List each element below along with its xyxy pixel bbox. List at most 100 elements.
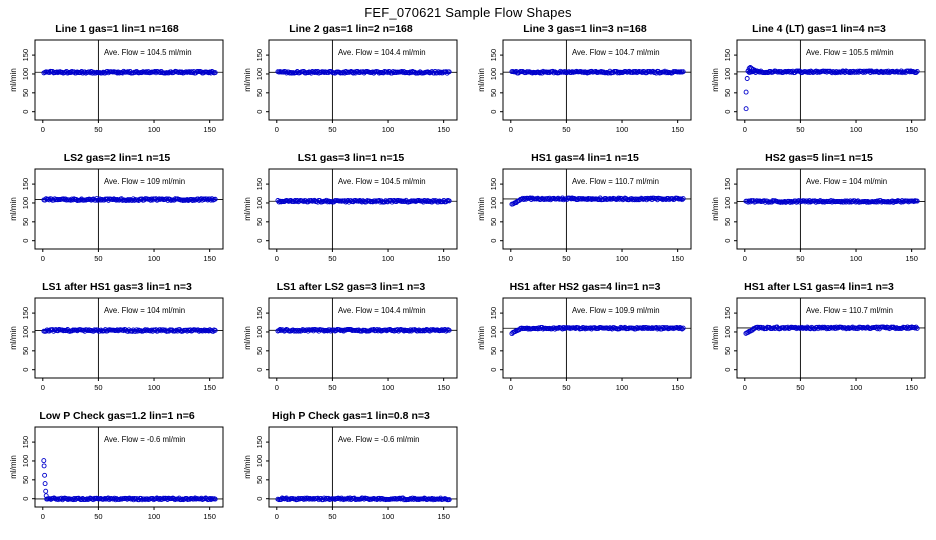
plot-cell: HS2 gas=5 lin=1 n=15 0 50 100 150 0 50 100 150 ml… [702, 151, 936, 280]
data-point [743, 89, 749, 95]
data-point [755, 324, 761, 330]
ave-flow-label: Ave. Flow = 110.7 ml/min [572, 177, 659, 186]
plot-cell: LS2 gas=2 lin=1 n=15 0 50 100 150 0 50 100 150 ml… [0, 151, 234, 280]
data-point [597, 69, 603, 75]
y-tick-label: 50 [723, 347, 732, 355]
data-point [207, 69, 213, 75]
x-tick-label: 50 [562, 383, 570, 392]
data-point [899, 70, 905, 76]
y-tick-label: 0 [723, 110, 732, 114]
plot-border [502, 168, 692, 250]
data-point [827, 325, 833, 331]
data-point [142, 327, 148, 333]
y-axis-label: ml/min [9, 197, 18, 221]
x-tick-label: 0 [41, 254, 45, 263]
data-point [908, 68, 914, 74]
y-axis-label: ml/min [9, 455, 18, 479]
data-point [606, 326, 612, 332]
x-tick-label: 150 [437, 254, 450, 263]
data-point [296, 198, 302, 204]
data-point [302, 495, 308, 501]
data-point [446, 497, 452, 503]
x-tick-label: 150 [203, 254, 216, 263]
data-point [913, 70, 919, 75]
plot-cell: Line 2 gas=1 lin=2 n=168 0 50 100 150 0 50 100 1… [234, 22, 468, 151]
data-point [89, 70, 95, 76]
data-point [167, 196, 173, 202]
x-tick-label: 50 [562, 254, 570, 263]
data-point [43, 493, 49, 499]
data-point [201, 327, 207, 333]
data-point [376, 495, 382, 501]
plot-cell: HS1 after LS1 gas=4 lin=1 n=3 0 50 100 150 0 5… [702, 280, 936, 409]
data-point [744, 76, 750, 81]
data-point [446, 327, 452, 333]
x-tick-label: 100 [382, 512, 395, 521]
data-point [139, 70, 145, 76]
x-tick-label: 0 [275, 383, 279, 392]
y-tick-label: 50 [21, 89, 30, 97]
y-tick-label: 0 [255, 110, 264, 114]
y-axis-label: ml/min [711, 197, 720, 221]
x-tick-label: 0 [743, 254, 747, 263]
plot-border [736, 168, 926, 250]
x-tick-label: 50 [94, 512, 102, 521]
data-point [282, 328, 288, 333]
ave-flow-label: Ave. Flow = 104.4 ml/min [338, 306, 426, 315]
x-tick-label: 0 [743, 383, 747, 392]
data-point [640, 325, 646, 330]
data-point [358, 198, 364, 204]
data-point [341, 497, 347, 503]
data-point [126, 197, 132, 203]
x-tick-label: 0 [275, 512, 279, 521]
ave-flow-label: Ave. Flow = 104 ml/min [806, 177, 887, 186]
y-tick-label: 150 [255, 49, 264, 62]
data-point [437, 70, 442, 76]
plot-cell: Line 4 (LT) gas=1 lin=4 n=3 0 50 100 150 0 50 1… [702, 22, 936, 151]
data-point [282, 69, 288, 75]
data-point [847, 69, 853, 74]
data-point [156, 496, 162, 502]
data-point [102, 495, 108, 501]
y-tick-label: 150 [489, 49, 498, 62]
data-point [42, 472, 48, 478]
data-point [342, 198, 348, 204]
plot-border [268, 297, 458, 379]
y-tick-label: 100 [489, 326, 498, 339]
x-tick-label: 50 [94, 383, 102, 392]
ave-flow-label: Ave. Flow = 104.4 ml/min [338, 48, 426, 57]
data-point [801, 198, 807, 204]
data-point [745, 68, 751, 74]
y-tick-label: 150 [723, 178, 732, 191]
x-tick-label: 150 [671, 383, 684, 392]
data-point [664, 69, 670, 75]
data-point [680, 325, 686, 331]
ave-flow-label: Ave. Flow = 109.9 ml/min [572, 306, 660, 315]
ave-flow-label: Ave. Flow = -0.6 ml/min [104, 435, 186, 444]
y-tick-label: 0 [21, 368, 30, 372]
y-axis-label: ml/min [9, 326, 18, 350]
data-point [300, 198, 306, 204]
plot-border [34, 297, 224, 379]
y-tick-label: 0 [489, 368, 498, 372]
x-tick-label: 150 [437, 383, 450, 392]
data-point [852, 198, 858, 204]
x-tick-label: 150 [671, 125, 684, 134]
data-point [204, 196, 210, 202]
y-tick-label: 0 [255, 368, 264, 372]
data-point [832, 70, 838, 76]
plot-border [736, 39, 926, 121]
y-tick-label: 0 [723, 368, 732, 372]
y-tick-label: 50 [255, 347, 264, 355]
data-point [884, 69, 890, 75]
data-point [305, 495, 311, 501]
data-point [340, 327, 345, 333]
data-point [874, 198, 880, 204]
x-tick-label: 0 [509, 254, 513, 263]
data-point [912, 325, 918, 331]
